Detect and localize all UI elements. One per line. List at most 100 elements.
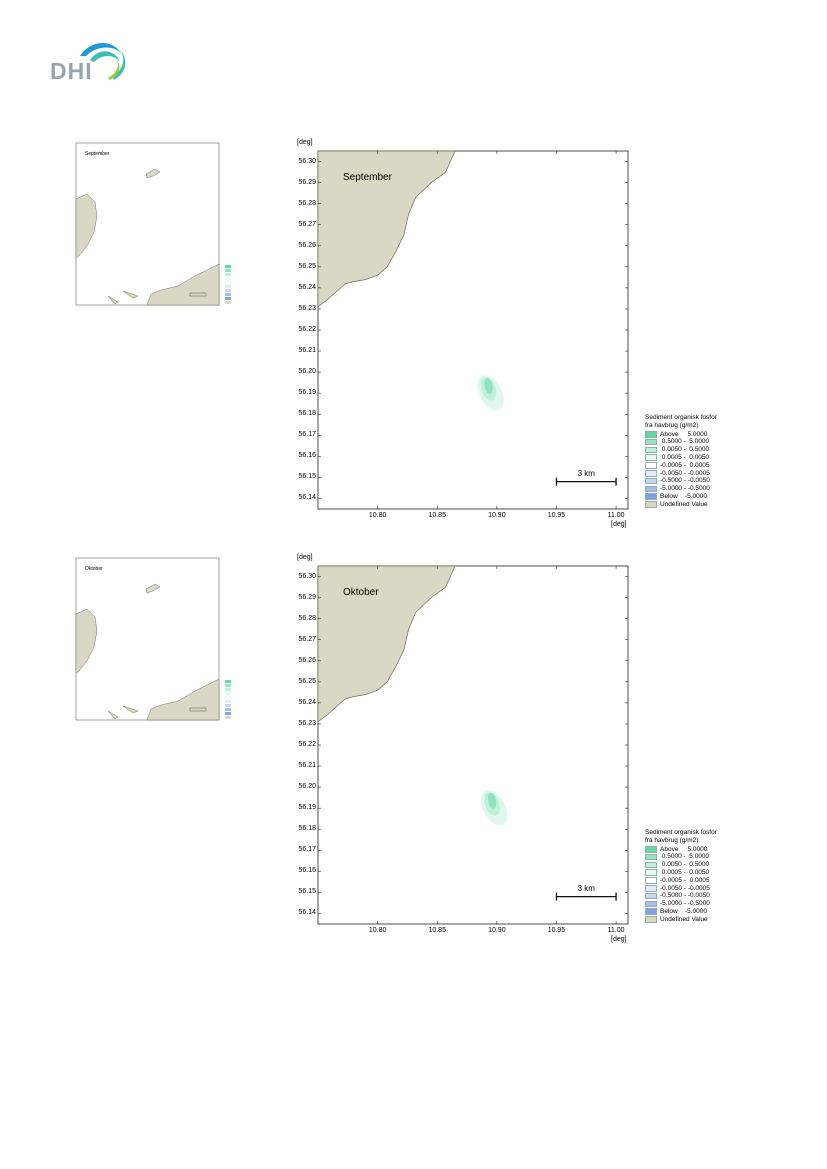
legend-label: -5.0000 - -0.5000: [660, 485, 710, 493]
legend-title-line1: Sediment organisk fosfor: [645, 829, 717, 836]
y-tick-label: 56.15: [298, 888, 316, 896]
y-tick-label: 56.24: [298, 698, 316, 706]
legend-swatch: [645, 485, 657, 493]
x-tick-label: 10.95: [547, 512, 566, 519]
legend-item: -0.5000 - -0.0050: [645, 892, 745, 900]
x-tick-label: 10.85: [428, 927, 446, 934]
legend-item: -5.0000 - -0.5000: [645, 900, 745, 908]
legend-label: 0.0050 - 0.5000: [660, 446, 710, 454]
y-tick-label: 56.16: [298, 867, 316, 875]
y-tick-label: 56.22: [298, 326, 316, 333]
map-panel-oktober: [deg] [deg] Oktober 3 km 56.30 56.29 56.28 56.2…: [285, 554, 745, 974]
thumbnail-month-label: Oktober: [85, 566, 103, 572]
legend-swatch: [645, 885, 657, 892]
legend-item: 0.5000 - 5.0000: [645, 853, 745, 861]
y-tick-label: 56.14: [298, 494, 316, 502]
legend-item: 0.0005 - 0.0050: [645, 869, 745, 877]
x-tick-label: 10.80: [368, 927, 387, 934]
sediment-plume: [480, 790, 508, 826]
legend-item: -5.0000 - -0.5000: [645, 485, 745, 493]
legend-label: -5.0000 - -0.5000: [660, 900, 710, 908]
scale-bar-label: 3 km: [577, 883, 595, 893]
legend-item: Below -5.0000: [645, 493, 745, 501]
legend-item: 0.0050 - 0.5000: [645, 861, 745, 869]
y-tick-label: 56.27: [298, 635, 316, 643]
x-tick-label: 11.00: [607, 512, 625, 519]
y-tick-label: 56.27: [298, 220, 316, 228]
y-axis-unit: [deg]: [297, 139, 313, 146]
y-tick-label: 56.24: [298, 283, 316, 291]
legend-title-line2: fra havbrug (g/m2): [645, 836, 699, 844]
legend-label: 0.0005 - 0.0050: [660, 453, 710, 461]
legend-swatch: [645, 916, 657, 923]
x-tick-label: 10.95: [547, 927, 566, 934]
y-tick-label: 56.19: [298, 389, 316, 397]
legend-swatch: [645, 501, 657, 508]
y-tick-label: 56.25: [298, 262, 316, 270]
y-tick-label: 56.26: [298, 656, 316, 664]
y-tick-label: 56.18: [298, 410, 316, 418]
y-tick-label: 56.30: [298, 157, 316, 165]
y-tick-label: 56.30: [298, 572, 316, 580]
legend-item: -0.5000 - -0.0050: [645, 477, 745, 485]
y-tick-label: 56.28: [298, 199, 316, 207]
legend-label: -0.5000 - -0.0050: [660, 892, 710, 900]
y-tick-label: 56.17: [298, 431, 316, 439]
map-canvas: [317, 565, 629, 925]
x-tick-label: 10.80: [368, 512, 387, 519]
month-label: Oktober: [343, 587, 379, 598]
legend-swatch: [645, 869, 657, 876]
y-tick-label: 56.25: [298, 677, 316, 685]
legend-item: Undefined Value: [645, 501, 745, 509]
legend-swatch: [645, 470, 657, 477]
legend-item: 0.0050 - 0.5000: [645, 446, 745, 454]
legend-item: -0.0050 - -0.0005: [645, 885, 745, 893]
y-tick-label: 56.21: [298, 762, 316, 770]
y-tick-label: 56.22: [298, 741, 316, 748]
legend-label: -0.0050 - -0.0005: [660, 884, 710, 892]
legend-swatch: [645, 493, 657, 500]
legend-swatch: [645, 877, 657, 884]
y-tick-label: 56.28: [298, 614, 316, 622]
legend-swatch: [645, 462, 657, 469]
legend-item: -0.0050 - -0.0005: [645, 470, 745, 478]
scale-bar: [555, 892, 617, 901]
thumbnail-month-label: September: [85, 151, 110, 157]
dhi-logo: DHI: [50, 36, 130, 84]
dhi-logo-waves-icon: [80, 42, 126, 80]
legend-label: Above 5.0000: [660, 845, 708, 853]
legend-swatch: [645, 431, 657, 438]
legend-swatch: [645, 908, 657, 915]
legend-swatch: [645, 454, 657, 461]
legend-label: -0.5000 - -0.0050: [660, 477, 710, 485]
legend: Sediment organisk fosfor fra havbrug (g/m…: [645, 829, 745, 924]
overview-thumbnail-oktober: Oktober: [63, 551, 278, 726]
y-tick-label: 56.20: [298, 368, 316, 376]
legend-swatch: [645, 900, 657, 908]
legend-swatch: [645, 892, 657, 900]
land-area: [317, 150, 456, 308]
land-area: [317, 565, 456, 723]
legend-item: Above 5.0000: [645, 431, 745, 439]
legend-label: -0.0005 - 0.0005: [660, 461, 710, 469]
legend-label: 0.0050 - 0.5000: [660, 861, 710, 869]
sediment-plume: [477, 375, 504, 411]
month-label: September: [343, 172, 392, 183]
y-tick-label: 56.15: [298, 473, 316, 481]
legend-swatch: [645, 438, 657, 446]
y-tick-label: 56.19: [298, 804, 316, 812]
x-tick-label: 10.85: [428, 512, 446, 519]
overview-thumbnail-september: September: [63, 136, 278, 311]
legend-swatch: [645, 846, 657, 853]
legend-item: Below -5.0000: [645, 908, 745, 916]
y-tick-label: 56.26: [298, 241, 316, 249]
legend-swatch: [645, 446, 657, 454]
x-axis-unit: [deg]: [611, 936, 627, 943]
x-axis-unit: [deg]: [611, 521, 627, 528]
legend-item: 0.0005 - 0.0050: [645, 454, 745, 462]
y-axis-unit: [deg]: [297, 554, 313, 561]
legend-label: Above 5.0000: [660, 430, 708, 438]
legend-label: -0.0050 - -0.0005: [660, 469, 710, 477]
legend-label: Below -5.0000: [660, 907, 707, 915]
y-tick-label: 56.29: [298, 178, 316, 186]
